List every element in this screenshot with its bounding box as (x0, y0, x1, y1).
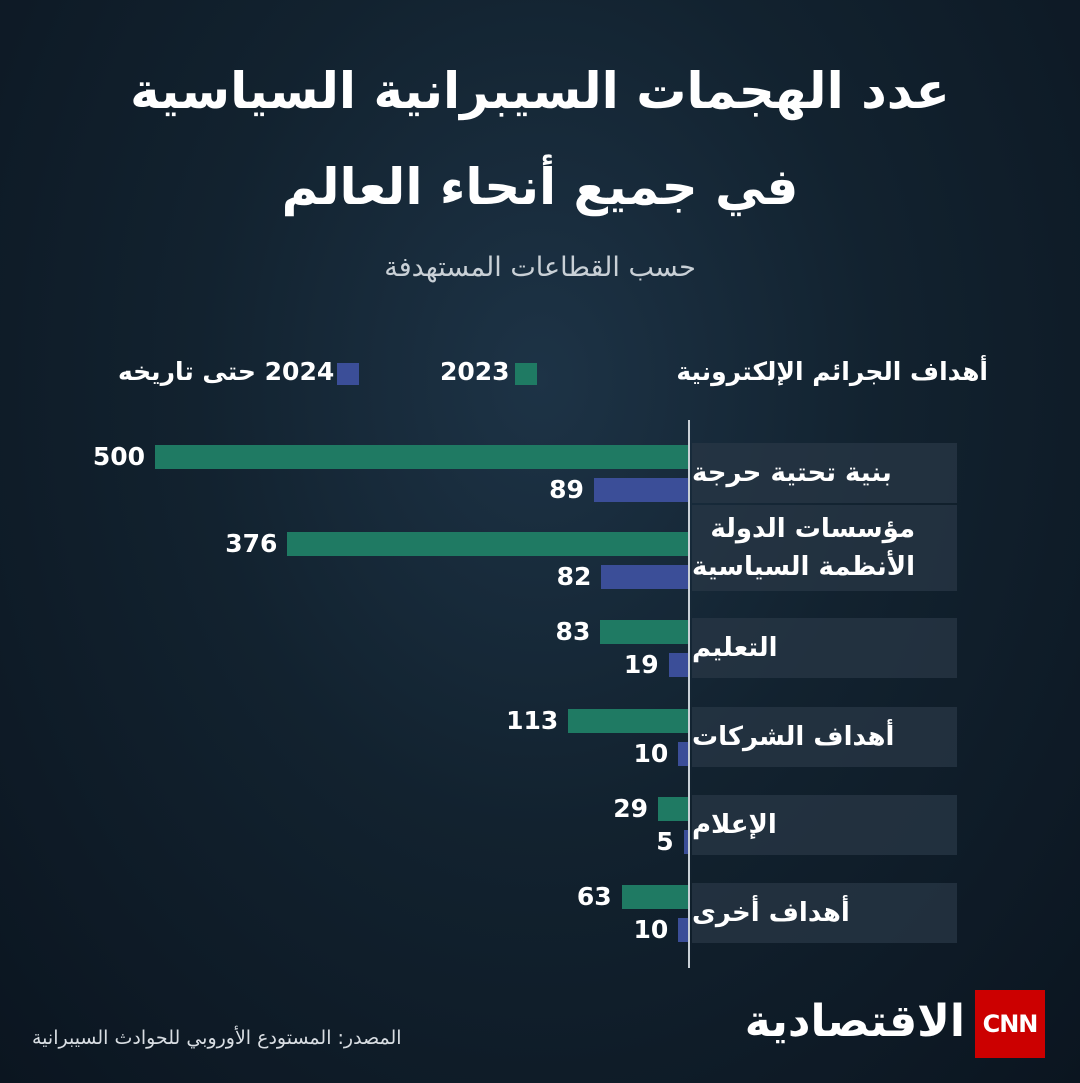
legend-swatch (515, 363, 537, 385)
category-label: الإعلام (692, 810, 777, 840)
category-label: أهداف الشركات (692, 722, 895, 752)
source: المصدر: المستودع الأوروبي للحوادث السيبر… (32, 1027, 402, 1049)
title-line-1: عدد الهجمات السيبرانية السياسية (130, 62, 950, 120)
category-label: بنية تحتية حرجة (692, 458, 892, 488)
value-label: 376 (225, 529, 278, 558)
value-label: 500 (92, 442, 145, 471)
category-box (692, 618, 957, 678)
bar (155, 445, 689, 469)
value-label: 89 (549, 475, 584, 504)
bar (593, 478, 689, 502)
category-box (692, 883, 957, 943)
category-label: التعليم (692, 633, 778, 663)
value-label: 63 (576, 882, 612, 911)
value-label: 83 (555, 617, 591, 646)
subtitle: حسب القطاعات المستهدفة (384, 252, 696, 283)
legend-heading: أهداف الجرائم الإلكترونية (676, 357, 988, 386)
category-box (692, 505, 957, 591)
value-label: 82 (556, 562, 592, 591)
category-box (692, 795, 957, 855)
bar (658, 797, 689, 821)
bar (668, 653, 689, 677)
category-box (692, 707, 957, 767)
legend-label: 2023 (440, 357, 510, 386)
category-label: أهداف أخرى (692, 898, 850, 928)
value-label: 10 (633, 739, 669, 768)
bar (601, 565, 689, 589)
value-label: 29 (613, 794, 649, 823)
bar (678, 918, 689, 942)
logo: CNN (975, 990, 1045, 1058)
axis-line (688, 420, 690, 968)
value-label: 113 (506, 706, 559, 735)
legend-label: 2024 حتى تاريخه (118, 357, 335, 386)
bar (683, 830, 689, 854)
bar (287, 532, 689, 556)
category-label: مؤسسات الدولة الأنظمة السياسية (692, 514, 916, 582)
bar (678, 742, 689, 766)
legend-swatch (337, 363, 359, 385)
value-label: 5 (656, 827, 674, 856)
value-label: 10 (633, 915, 669, 944)
bar (600, 620, 689, 644)
bar (621, 885, 689, 909)
logo-text: الاقتصادية (744, 996, 965, 1047)
title-line-2: في جميع أنحاء العالم (281, 158, 799, 216)
category-box (692, 443, 957, 503)
value-label: 19 (623, 650, 659, 679)
bar (568, 709, 689, 733)
